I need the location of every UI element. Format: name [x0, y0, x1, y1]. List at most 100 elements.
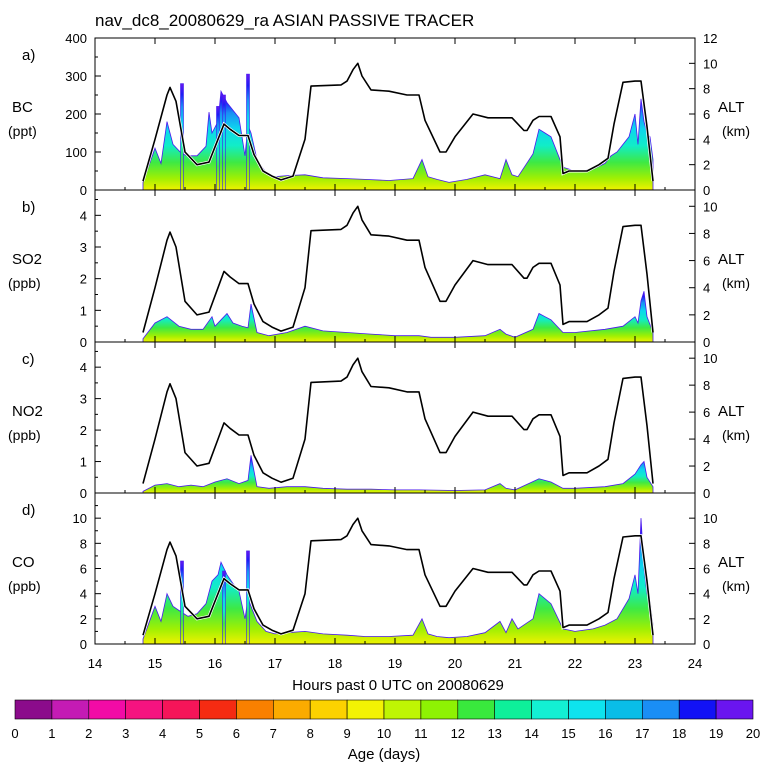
colorbar-tick-label: 13	[487, 726, 501, 741]
x-tick-label: 23	[628, 656, 642, 671]
colorbar-label: Age (days)	[348, 746, 421, 763]
alt-label: ALT	[718, 99, 744, 116]
colorbar-tick-label: 14	[524, 726, 538, 741]
x-tick-label: 22	[568, 656, 582, 671]
panel-c: 0 1 2 3 4 0 2 4 6 8 10 c) NO2 (ppb) ALT (km)	[8, 341, 750, 501]
altitude-line-halo	[141, 354, 655, 484]
y-tick-label: 1	[80, 455, 87, 470]
colorbar-tick-label: 0	[11, 726, 18, 741]
tracer-area-SO2	[142, 291, 654, 342]
x-axis: 14 15 16 17 18 19 20 21 22 23 24	[88, 656, 702, 671]
colorbar-swatch	[383, 699, 422, 720]
colorbar-tick-label: 6	[233, 726, 240, 741]
alt-tick-label: 6	[703, 254, 710, 269]
altitude-line-halo	[141, 202, 655, 333]
colorbar-swatch	[272, 699, 311, 720]
species-label: BC	[12, 99, 33, 116]
colorbar-tick-label: 19	[709, 726, 723, 741]
panel-plot-area	[141, 202, 655, 342]
x-tick-label: 20	[448, 656, 462, 671]
panel-plot-area	[141, 354, 655, 493]
colorbar-tick-label: 20	[746, 726, 760, 741]
alt-tick-label: 10	[703, 56, 717, 71]
colorbar-swatch	[125, 699, 163, 720]
x-tick-label: 16	[208, 656, 222, 671]
colorbar-tick-label: 9	[343, 726, 350, 741]
species-unit: (ppb)	[8, 578, 41, 594]
y-tick-label: 4	[80, 208, 87, 223]
colorbar-swatch	[715, 699, 754, 720]
alt-tick-label: 6	[703, 405, 710, 420]
alt-tick-label: 2	[703, 612, 710, 627]
alt-label: ALT	[718, 554, 744, 571]
alt-tick-label: 10	[703, 199, 717, 214]
alt-tick-label: 6	[703, 107, 710, 122]
tracer-area-BC	[142, 89, 654, 190]
alt-tick-label: 4	[703, 281, 710, 296]
y-tick-label: 2	[80, 423, 87, 438]
alt-tick-label: 4	[703, 432, 710, 447]
colorbar-tick-label: 7	[270, 726, 277, 741]
colorbar-tick-label: 1	[48, 726, 55, 741]
y-tick-label: 2	[80, 612, 87, 627]
altitude-line	[142, 205, 654, 333]
panels: 0100200300400024681012a)BC(ppt)ALT(km)01…	[8, 31, 750, 652]
species-unit: (ppb)	[8, 275, 41, 291]
colorbar-tick-label: 12	[451, 726, 465, 741]
panel-d: 0 2 4 6 8 10 0 2 4 6 8 10 d) CO (ppb) ALT (km)	[8, 492, 750, 652]
colorbar-tick-label: 17	[635, 726, 649, 741]
y-tick-label: 3	[80, 392, 87, 407]
alt-tick-label: 0	[703, 637, 710, 652]
y-tick-label: 4	[80, 360, 87, 375]
colorbar-swatch	[420, 699, 459, 720]
altitude-line	[142, 62, 654, 182]
panel-plot-area	[141, 60, 655, 190]
species-unit: (ppb)	[8, 427, 41, 443]
y-tick-label: 400	[65, 31, 87, 46]
species-label: CO	[12, 554, 35, 571]
colorbar-swatch	[457, 699, 495, 720]
alt-unit: (km)	[722, 578, 750, 594]
colorbar-swatch	[88, 699, 127, 720]
alt-tick-label: 10	[703, 351, 717, 366]
tracer-area-CO	[142, 518, 654, 644]
tracer-spike	[222, 570, 226, 644]
alt-tick-label: 10	[703, 511, 717, 526]
y-tick-label: 8	[80, 536, 87, 551]
chart-title: nav_dc8_20080629_ra ASIAN PASSIVE TRACER	[95, 11, 474, 30]
alt-label: ALT	[718, 403, 744, 420]
colorbar-swatch	[199, 699, 237, 720]
colorbar-swatch	[531, 699, 569, 720]
alt-label: ALT	[718, 251, 744, 268]
alt-tick-label: 0	[703, 335, 710, 350]
colorbar-tick-label: 3	[122, 726, 129, 741]
panel-label: d)	[22, 502, 35, 519]
colorbar-tick-label: 18	[672, 726, 686, 741]
alt-tick-label: 2	[703, 158, 710, 173]
alt-tick-label: 6	[703, 562, 710, 577]
colorbar-swatch	[51, 699, 90, 720]
alt-tick-label: 2	[703, 308, 710, 323]
alt-tick-label: 8	[703, 226, 710, 241]
colorbar-tick-label: 8	[307, 726, 314, 741]
altitude-line	[142, 357, 654, 484]
y-tick-label: 0	[80, 486, 87, 501]
colorbar-tick-label: 15	[561, 726, 575, 741]
colorbar-swatch	[14, 699, 53, 720]
panel-plot-area	[141, 515, 655, 644]
y-tick-label: 6	[80, 562, 87, 577]
tracer-spike	[246, 73, 250, 190]
x-tick-label: 14	[88, 656, 102, 671]
panel-a: 0 100 200 300 400 0 2 4 6 8 10 12 a) BC (ppt) ALT (km)	[8, 31, 750, 198]
alt-tick-label: 0	[703, 183, 710, 198]
colorbar-swatch	[236, 699, 274, 720]
y-tick-label: 100	[65, 145, 87, 160]
x-tick-label: 18	[328, 656, 342, 671]
y-tick-label: 4	[80, 587, 87, 602]
panel-label: c)	[22, 351, 35, 368]
colorbar-swatch	[641, 699, 680, 720]
colorbar-tick-label: 2	[85, 726, 92, 741]
x-tick-label: 24	[688, 656, 702, 671]
tracer-spike	[222, 94, 226, 190]
